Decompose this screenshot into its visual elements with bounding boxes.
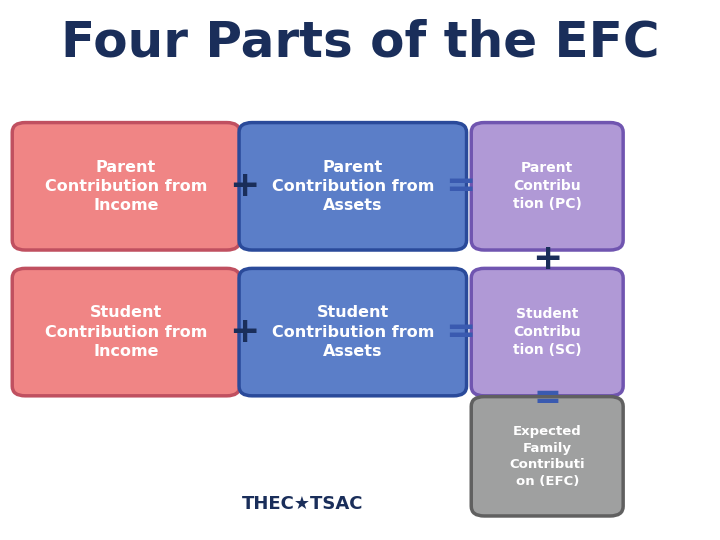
FancyBboxPatch shape (239, 123, 467, 250)
FancyBboxPatch shape (471, 268, 623, 396)
FancyBboxPatch shape (471, 396, 623, 516)
Text: =: = (446, 170, 476, 203)
Text: Student
Contribution from
Income: Student Contribution from Income (45, 306, 207, 359)
Text: Student
Contribu
tion (SC): Student Contribu tion (SC) (513, 307, 582, 357)
FancyBboxPatch shape (12, 268, 240, 396)
FancyBboxPatch shape (471, 123, 623, 250)
Text: Parent
Contribution from
Income: Parent Contribution from Income (45, 160, 207, 213)
Text: Expected
Family
Contributi
on (EFC): Expected Family Contributi on (EFC) (509, 425, 585, 488)
Text: Student
Contribution from
Assets: Student Contribution from Assets (271, 306, 434, 359)
Text: =: = (446, 315, 476, 349)
FancyBboxPatch shape (239, 268, 467, 396)
Text: Four Parts of the EFC: Four Parts of the EFC (60, 19, 660, 67)
Text: THEC★TSAC: THEC★TSAC (242, 495, 363, 513)
Text: Parent
Contribu
tion (PC): Parent Contribu tion (PC) (513, 161, 582, 211)
Text: +: + (230, 170, 260, 203)
FancyBboxPatch shape (12, 123, 240, 250)
Text: +: + (230, 315, 260, 349)
Text: Parent
Contribution from
Assets: Parent Contribution from Assets (271, 160, 434, 213)
Text: =: = (534, 382, 561, 415)
Text: +: + (532, 242, 562, 276)
